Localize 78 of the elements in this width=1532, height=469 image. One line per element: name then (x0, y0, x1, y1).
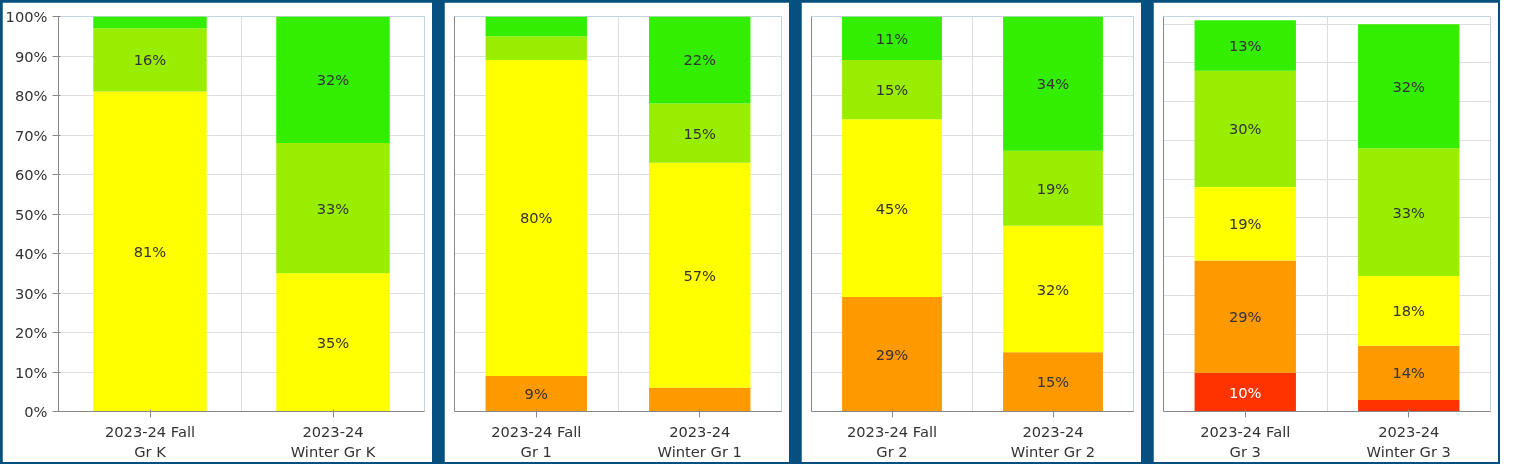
bar (1003, 16, 1103, 151)
data-label: 45% (875, 199, 909, 217)
bar (1003, 352, 1103, 412)
data-label: 30% (1228, 120, 1262, 138)
y-tick-label: 40% (14, 245, 48, 262)
bar (485, 375, 587, 412)
bar (485, 59, 587, 376)
data-label: 10% (1228, 383, 1262, 401)
data-label: 32% (1036, 280, 1070, 298)
data-label: 9% (524, 385, 548, 403)
x-tick-label: 2023-24 Winter Gr 1 (657, 422, 742, 460)
data-label: 34% (1036, 75, 1070, 93)
bar (276, 16, 390, 143)
x-tick-label: 2023-24 Fall Gr K (104, 422, 196, 460)
data-label: 80% (519, 209, 553, 227)
bar (1003, 150, 1103, 226)
data-label: 11% (875, 29, 909, 47)
data-label: 33% (1392, 203, 1426, 221)
bar (93, 16, 207, 29)
bar (649, 387, 751, 412)
y-tick-label: 60% (14, 166, 48, 183)
bar (1194, 372, 1296, 412)
y-tick-label: 50% (14, 205, 48, 223)
y-tick-label: 100% (5, 8, 48, 25)
data-label: 19% (1036, 179, 1070, 197)
y-tick-label: 30% (14, 284, 48, 302)
y-tick-label: 80% (14, 87, 48, 104)
bar (93, 28, 207, 92)
data-label: 81% (133, 243, 167, 261)
data-label: 14% (1392, 364, 1426, 382)
bar (1194, 260, 1296, 373)
bar (1358, 275, 1460, 346)
bar (1358, 345, 1460, 400)
data-label: 35% (316, 333, 350, 351)
x-tick-label: 2023-24 Winter Gr K (290, 422, 376, 460)
data-label: 32% (316, 71, 350, 89)
data-label: 32% (1392, 77, 1426, 95)
y-tick-label: 20% (14, 324, 48, 341)
data-label: 13% (1228, 37, 1262, 55)
bar (842, 59, 942, 120)
bar (842, 296, 942, 412)
bar (649, 103, 751, 163)
x-tick-label: 2023-24 Fall Gr 2 (846, 422, 938, 460)
x-tick-label: 2023-24 Fall Gr 3 (1200, 422, 1291, 460)
bar (93, 91, 207, 412)
bar (649, 162, 751, 388)
data-label: 29% (1228, 308, 1262, 326)
data-label: 15% (683, 124, 717, 142)
data-label: 22% (683, 51, 717, 69)
bar (1358, 24, 1460, 149)
bar (1194, 70, 1296, 187)
y-tick-label: 70% (14, 126, 48, 144)
bar (649, 16, 751, 104)
bar (1003, 225, 1103, 353)
data-label: 19% (1228, 215, 1262, 233)
x-tick-label: 2023-24 Fall Gr 1 (491, 422, 582, 460)
y-tick-label: 10% (14, 363, 48, 381)
bar (842, 119, 942, 297)
bar (485, 16, 587, 37)
bar (276, 142, 390, 274)
data-label: 15% (1036, 373, 1070, 391)
data-label: 16% (133, 51, 167, 69)
data-label: 15% (875, 81, 909, 99)
bar (485, 36, 587, 60)
x-tick-label: 2023-24 Winter Gr 3 (1366, 422, 1451, 460)
bar (842, 16, 942, 60)
data-label: 29% (875, 345, 909, 363)
bar (1194, 20, 1296, 71)
data-label: 33% (316, 199, 350, 217)
data-label: 18% (1392, 302, 1426, 320)
bar (1194, 186, 1296, 261)
y-tick-label: 0% (24, 403, 48, 420)
bar (1358, 399, 1460, 412)
bar (276, 273, 390, 412)
bar (1358, 148, 1460, 276)
x-tick-label: 2023-24 Winter Gr 2 (1010, 422, 1096, 460)
y-tick-label: 90% (14, 47, 48, 65)
data-label: 57% (683, 266, 717, 284)
